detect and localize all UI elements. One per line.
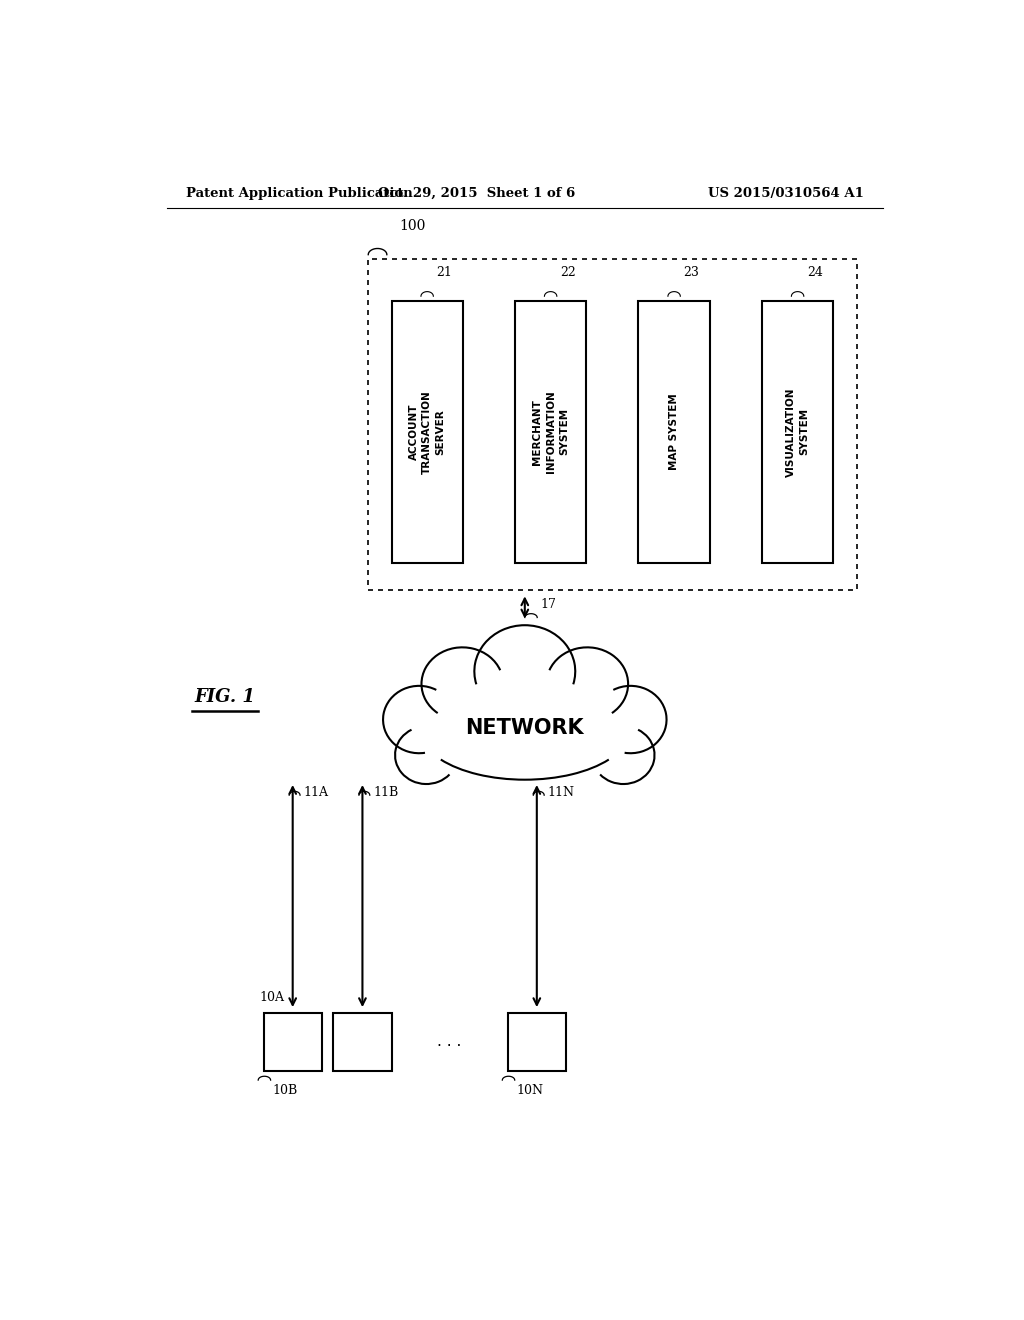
Text: NETWORK: NETWORK — [466, 718, 584, 738]
Text: VISUALIZATION
SYSTEM: VISUALIZATION SYSTEM — [786, 387, 809, 477]
Text: 22: 22 — [560, 267, 575, 280]
Bar — [369, 259, 856, 590]
Text: 10N: 10N — [516, 1084, 544, 1097]
Text: Patent Application Publication: Patent Application Publication — [186, 186, 413, 199]
Text: Oct. 29, 2015  Sheet 1 of 6: Oct. 29, 2015 Sheet 1 of 6 — [378, 186, 575, 199]
Bar — [762, 301, 834, 562]
Bar — [391, 301, 463, 562]
Text: MERCHANT
INFORMATION
SYSTEM: MERCHANT INFORMATION SYSTEM — [532, 391, 569, 473]
Ellipse shape — [592, 726, 654, 784]
Ellipse shape — [395, 726, 458, 784]
Ellipse shape — [383, 686, 455, 754]
Ellipse shape — [474, 626, 575, 718]
Text: 24: 24 — [807, 267, 822, 280]
Text: ACCOUNT
TRANSACTION
SERVER: ACCOUNT TRANSACTION SERVER — [409, 389, 445, 474]
Bar — [639, 301, 710, 562]
Text: US 2015/0310564 A1: US 2015/0310564 A1 — [709, 186, 864, 199]
Text: 100: 100 — [399, 219, 426, 234]
Text: FIG. 1: FIG. 1 — [195, 689, 255, 706]
Text: 21: 21 — [436, 267, 453, 280]
Ellipse shape — [422, 647, 503, 721]
Text: 10B: 10B — [272, 1084, 297, 1097]
Ellipse shape — [420, 678, 630, 780]
Text: 11B: 11B — [374, 785, 398, 799]
Bar — [515, 301, 587, 562]
Text: 23: 23 — [683, 267, 699, 280]
Text: 11N: 11N — [548, 785, 574, 799]
Bar — [508, 1014, 566, 1071]
Text: 10A: 10A — [260, 991, 285, 1003]
Bar — [334, 1014, 391, 1071]
Ellipse shape — [547, 647, 628, 721]
Text: 11A: 11A — [303, 785, 329, 799]
Ellipse shape — [595, 686, 667, 754]
Bar — [263, 1014, 322, 1071]
Text: 17: 17 — [541, 598, 556, 611]
Text: . . .: . . . — [437, 1035, 462, 1049]
Text: MAP SYSTEM: MAP SYSTEM — [669, 393, 679, 470]
